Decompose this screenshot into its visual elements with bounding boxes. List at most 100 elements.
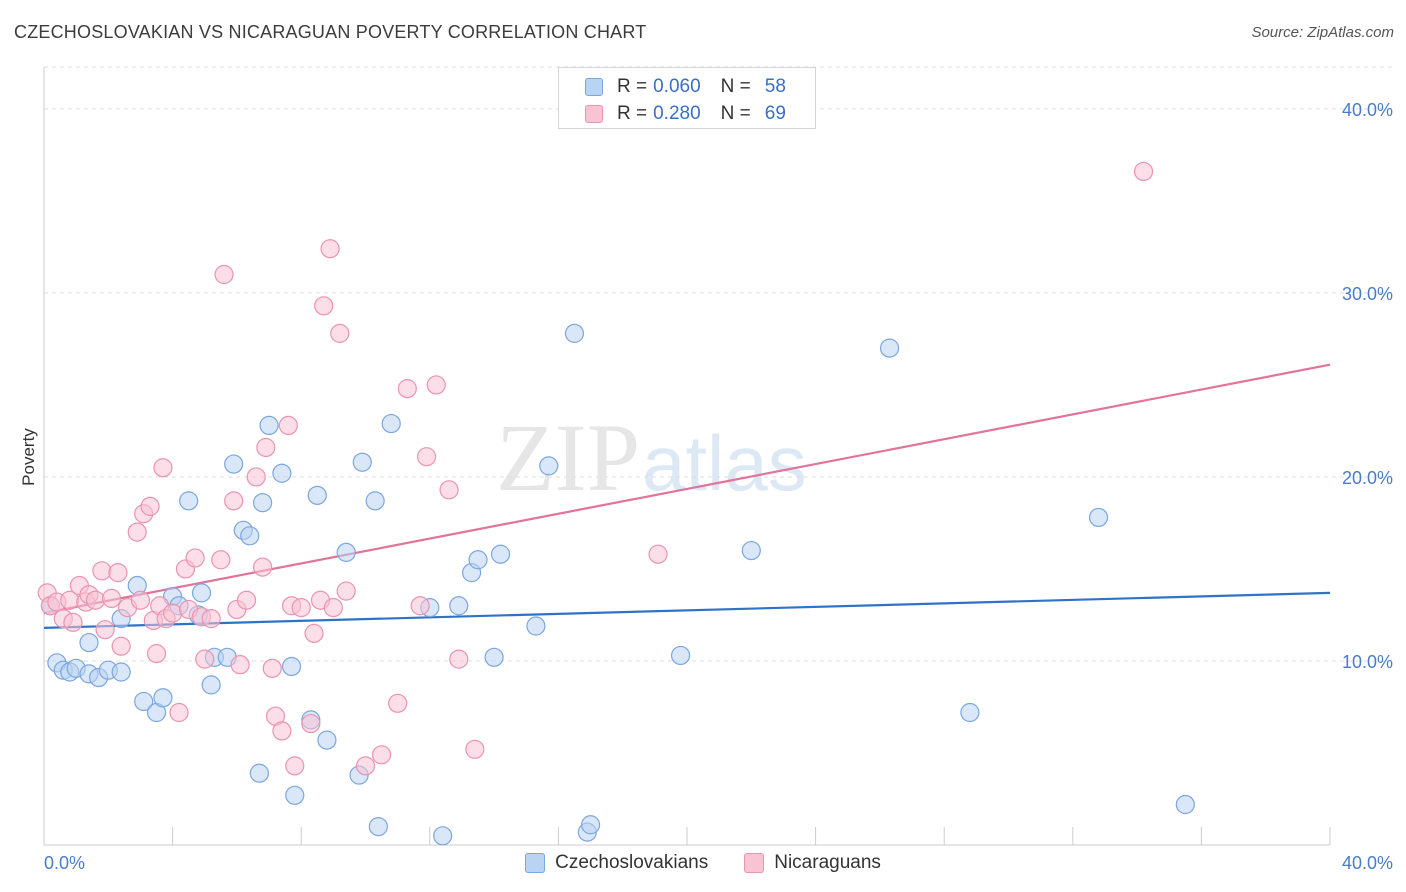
data-point (465, 739, 485, 759)
data-point (323, 598, 343, 618)
data-point (262, 658, 282, 678)
data-point (365, 491, 385, 511)
data-point (381, 413, 401, 434)
data-point (960, 702, 980, 723)
legend-item-czechoslovakians[interactable]: Czechoslovakians (525, 852, 708, 874)
data-point (259, 415, 279, 436)
data-point (272, 721, 292, 741)
data-point (1133, 161, 1154, 182)
data-point (285, 785, 305, 805)
legend-n-label: N = (720, 103, 751, 124)
legend-swatch-pink (585, 105, 603, 123)
data-point (146, 644, 167, 664)
x-tick-label-min: 0.0% (44, 853, 85, 873)
legend-label-czechoslovakians: Czechoslovakians (555, 852, 709, 873)
series-legend: Czechoslovakians Nicaraguans (0, 852, 1406, 874)
trend-line-nicaraguans (43, 363, 1331, 615)
chart-title: CZECHOSLOVAKIAN VS NICARAGUAN POVERTY CO… (14, 22, 647, 42)
source-label: Source: ZipAtlas.com (1251, 24, 1394, 41)
trend-line-czechoslovakians (43, 591, 1331, 629)
legend-n-value: 58 (764, 76, 786, 97)
data-point (564, 323, 585, 343)
data-point (670, 645, 691, 666)
data-point (307, 485, 327, 505)
data-point (580, 815, 601, 835)
data-point (352, 452, 372, 472)
data-point (449, 596, 469, 616)
data-point (648, 544, 668, 564)
data-point (185, 548, 205, 568)
legend-row-nicaraguans: R = 0.280 N = 69 (585, 102, 786, 126)
data-point (249, 763, 270, 783)
data-point (224, 454, 244, 474)
data-point (484, 647, 504, 667)
data-point (368, 816, 388, 837)
data-point (330, 323, 350, 343)
data-point (285, 756, 305, 776)
data-point (201, 609, 221, 629)
data-point (291, 598, 311, 618)
data-point (253, 557, 273, 577)
data-point (336, 581, 356, 601)
legend-r-value: 0.060 (653, 76, 701, 97)
data-point (153, 458, 173, 478)
legend-r-label: R = (617, 76, 648, 97)
stats-legend: R = 0.060 N = 58 R = 0.280 N = 69 (558, 67, 816, 129)
data-point (439, 480, 459, 500)
data-point (195, 649, 215, 669)
legend-r-value: 0.280 (653, 103, 701, 124)
data-point (304, 623, 324, 643)
data-point (449, 649, 469, 669)
data-point (256, 437, 276, 458)
data-point (371, 745, 392, 765)
data-point (426, 375, 446, 395)
data-point (355, 756, 376, 776)
data-point (410, 596, 430, 616)
legend-n-value: 69 (764, 103, 786, 124)
data-point (741, 540, 761, 561)
data-point (1088, 507, 1109, 528)
data-point (433, 826, 453, 846)
legend-swatch-blue (525, 853, 546, 873)
y-tick-label: 40.0% (1342, 100, 1393, 120)
data-point (526, 616, 546, 636)
data-point (246, 467, 266, 487)
legend-swatch-blue (585, 78, 603, 96)
y-axis-label: Poverty (19, 428, 38, 486)
data-point (317, 730, 337, 750)
data-point (416, 447, 437, 467)
data-point (397, 379, 417, 399)
data-point (111, 662, 131, 682)
data-point (101, 588, 122, 608)
data-point (490, 544, 511, 564)
data-point (111, 636, 131, 656)
data-point (95, 620, 115, 640)
data-point (253, 493, 273, 513)
data-point (224, 491, 244, 511)
data-point (539, 456, 559, 476)
data-point (153, 688, 173, 708)
data-point (169, 702, 189, 723)
legend-swatch-pink (744, 853, 765, 873)
y-tick-label: 20.0% (1342, 468, 1393, 488)
data-point (179, 491, 199, 511)
data-point (388, 693, 408, 713)
data-point (127, 522, 147, 542)
data-point (336, 542, 356, 562)
data-point (63, 612, 83, 632)
data-point (201, 675, 221, 695)
data-point (134, 691, 154, 712)
data-point (214, 264, 234, 285)
data-point (163, 603, 183, 623)
y-tick-label: 10.0% (1342, 652, 1393, 672)
legend-row-czechoslovakians: R = 0.060 N = 58 (585, 75, 786, 99)
series-nicaraguans (37, 161, 1154, 776)
legend-item-nicaraguans[interactable]: Nicaraguans (744, 852, 881, 874)
data-point (230, 655, 250, 675)
x-tick-label-max: 40.0% (1342, 853, 1393, 873)
legend-r-label: R = (617, 103, 648, 124)
legend-n-label: N = (720, 76, 751, 97)
data-point (320, 239, 340, 259)
legend-label-nicaraguans: Nicaraguans (774, 852, 881, 873)
data-point (79, 632, 99, 653)
